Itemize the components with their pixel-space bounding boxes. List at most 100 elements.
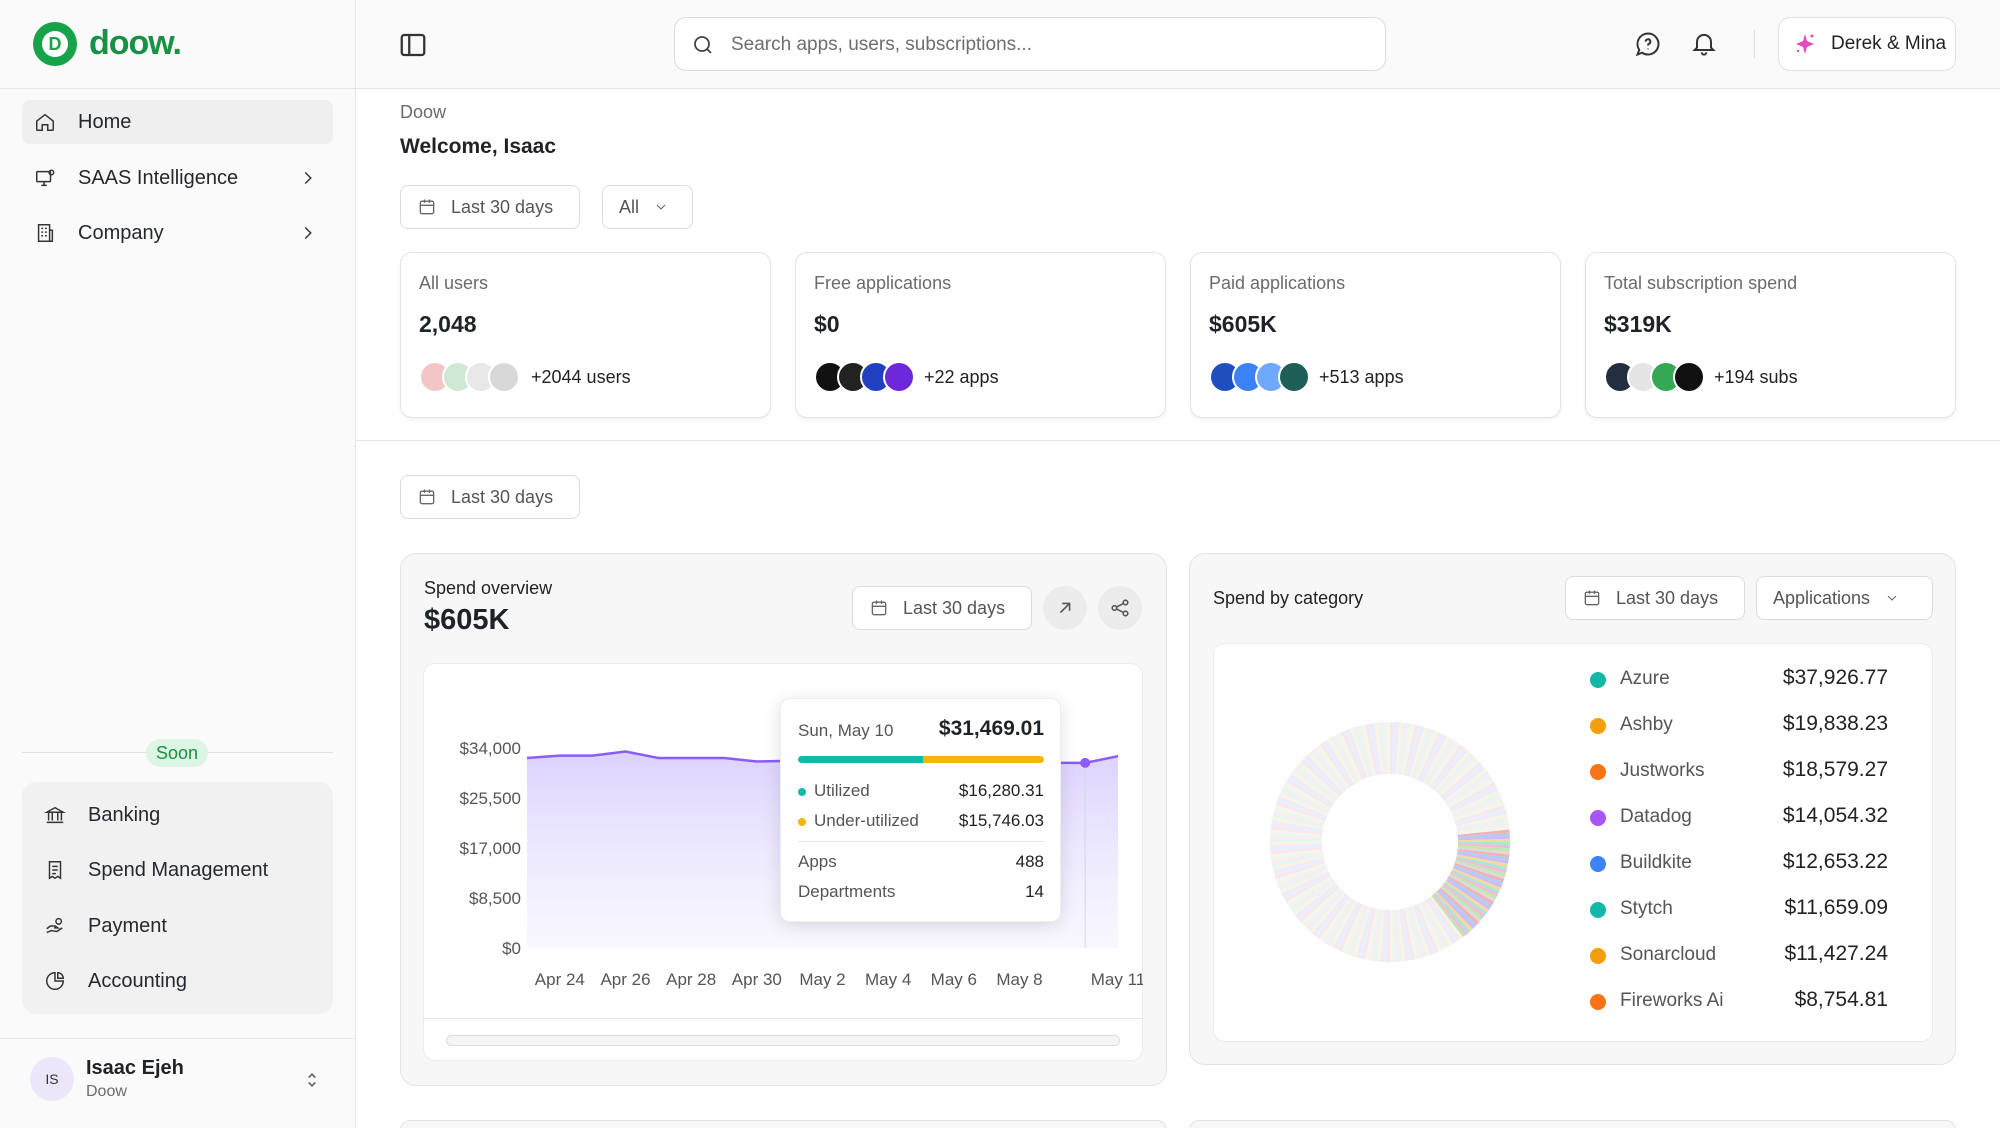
donut-slice[interactable] bbox=[1435, 752, 1473, 793]
user-menu[interactable]: IS Isaac Ejeh Doow bbox=[0, 1038, 356, 1128]
donut-slice[interactable] bbox=[1439, 759, 1480, 797]
legend-item[interactable]: Sonarcloud $11,427.24 bbox=[1590, 941, 1890, 971]
donut-slice[interactable] bbox=[1400, 723, 1412, 776]
donut-slice[interactable] bbox=[1398, 909, 1409, 961]
donut-slice[interactable] bbox=[1443, 768, 1488, 803]
donut-slice[interactable] bbox=[1432, 893, 1468, 936]
donut-slice[interactable] bbox=[1292, 768, 1337, 803]
donut-slice[interactable] bbox=[1457, 843, 1510, 849]
category-donut-chart[interactable] bbox=[1265, 717, 1515, 967]
donut-slice[interactable] bbox=[1428, 897, 1461, 941]
donut-slice[interactable] bbox=[1457, 850, 1509, 861]
donut-slice[interactable] bbox=[1429, 895, 1464, 940]
donut-slice[interactable] bbox=[1412, 905, 1434, 956]
donut-slice[interactable] bbox=[1279, 793, 1328, 816]
donut-slice[interactable] bbox=[1434, 750, 1471, 792]
donut-slice[interactable] bbox=[1344, 904, 1366, 955]
expand-button[interactable] bbox=[1043, 586, 1087, 630]
donut-slice[interactable] bbox=[1448, 782, 1496, 810]
donut-slice[interactable] bbox=[1281, 871, 1330, 897]
donut-slice[interactable] bbox=[1455, 807, 1506, 825]
donut-slice[interactable] bbox=[1417, 732, 1442, 781]
donut-slice[interactable] bbox=[1456, 820, 1509, 832]
sidebar-item-home[interactable]: Home bbox=[22, 100, 333, 144]
donut-slice[interactable] bbox=[1432, 748, 1468, 791]
donut-slice[interactable] bbox=[1438, 888, 1478, 927]
donut-slice[interactable] bbox=[1365, 724, 1378, 776]
donut-slice[interactable] bbox=[1312, 893, 1348, 936]
donut-slice[interactable] bbox=[1270, 842, 1323, 846]
donut-slice[interactable] bbox=[1324, 739, 1355, 785]
donut-slice[interactable] bbox=[1346, 905, 1368, 956]
donut-slice[interactable] bbox=[1442, 766, 1486, 801]
donut-slice[interactable] bbox=[1457, 849, 1510, 858]
donut-slice[interactable] bbox=[1425, 739, 1456, 785]
donut-slice[interactable] bbox=[1352, 726, 1371, 778]
donut-slice[interactable] bbox=[1457, 835, 1510, 841]
donut-slice[interactable] bbox=[1305, 754, 1344, 794]
donut-slice[interactable] bbox=[1445, 880, 1489, 913]
donut-slice[interactable] bbox=[1352, 906, 1371, 958]
donut-slice[interactable] bbox=[1276, 864, 1327, 886]
donut-slice[interactable] bbox=[1454, 801, 1505, 821]
donut-slice[interactable] bbox=[1427, 741, 1458, 786]
donut-slice[interactable] bbox=[1440, 761, 1482, 798]
donut-slice[interactable] bbox=[1446, 879, 1491, 910]
stat-card-paid-applications[interactable]: Paid applications $605K +513 apps bbox=[1190, 252, 1561, 418]
donut-slice[interactable] bbox=[1395, 909, 1403, 962]
donut-slice[interactable] bbox=[1454, 863, 1505, 883]
search-bar[interactable] bbox=[674, 17, 1386, 71]
donut-slice[interactable] bbox=[1450, 871, 1499, 897]
legend-item[interactable]: Fireworks Ai $8,754.81 bbox=[1590, 987, 1890, 1017]
donut-slice[interactable] bbox=[1349, 906, 1369, 957]
donut-slice[interactable] bbox=[1332, 901, 1360, 949]
donut-slice[interactable] bbox=[1393, 722, 1400, 775]
legend-item[interactable]: Stytch $11,659.09 bbox=[1590, 895, 1890, 925]
donut-slice[interactable] bbox=[1420, 735, 1448, 783]
donut-slice[interactable] bbox=[1327, 899, 1356, 946]
category-dimension-select[interactable]: Applications bbox=[1756, 576, 1933, 620]
donut-slice[interactable] bbox=[1395, 722, 1403, 775]
donut-slice[interactable] bbox=[1422, 900, 1450, 948]
donut-slice[interactable] bbox=[1402, 908, 1415, 960]
donut-slice[interactable] bbox=[1358, 907, 1375, 959]
donut-slice[interactable] bbox=[1338, 732, 1363, 781]
donut-slice[interactable] bbox=[1443, 881, 1488, 916]
donut-slice[interactable] bbox=[1455, 857, 1507, 874]
donut-slice[interactable] bbox=[1374, 909, 1383, 962]
donut-slice[interactable] bbox=[1271, 852, 1324, 864]
donut-slice[interactable] bbox=[1454, 804, 1506, 823]
donut-slice[interactable] bbox=[1405, 725, 1422, 777]
sidebar-item-accounting[interactable]: Accounting bbox=[22, 959, 333, 1003]
donut-slice[interactable] bbox=[1273, 810, 1325, 827]
donut-slice[interactable] bbox=[1283, 784, 1331, 812]
donut-slice[interactable] bbox=[1294, 766, 1338, 801]
donut-slice[interactable] bbox=[1447, 877, 1493, 908]
donut-slice[interactable] bbox=[1316, 895, 1351, 940]
donut-slice[interactable] bbox=[1358, 725, 1375, 777]
donut-slice[interactable] bbox=[1456, 854, 1508, 867]
donut-slice[interactable] bbox=[1291, 771, 1335, 804]
donut-slice[interactable] bbox=[1284, 782, 1332, 810]
donut-slice[interactable] bbox=[1429, 744, 1464, 789]
donut-slice[interactable] bbox=[1405, 907, 1422, 959]
donut-slice[interactable] bbox=[1446, 774, 1491, 805]
donut-slice[interactable] bbox=[1441, 764, 1484, 800]
donut-slice[interactable] bbox=[1457, 847, 1510, 855]
donut-slice[interactable] bbox=[1452, 868, 1501, 891]
donut-slice[interactable] bbox=[1327, 738, 1356, 785]
donut-slice[interactable] bbox=[1409, 726, 1428, 778]
donut-slice[interactable] bbox=[1428, 743, 1461, 787]
donut-slice[interactable] bbox=[1275, 801, 1326, 821]
donut-slice[interactable] bbox=[1274, 804, 1326, 823]
donut-slice[interactable] bbox=[1344, 729, 1366, 780]
donut-slice[interactable] bbox=[1374, 722, 1383, 775]
stat-card-all-users[interactable]: All users 2,048 +2044 users bbox=[400, 252, 771, 418]
sidebar-item-banking[interactable]: Banking bbox=[22, 793, 333, 837]
donut-slice[interactable] bbox=[1272, 813, 1324, 828]
donut-slice[interactable] bbox=[1425, 899, 1456, 945]
donut-slice[interactable] bbox=[1307, 752, 1345, 793]
breadcrumb[interactable]: Doow bbox=[400, 102, 447, 122]
sidebar-item-spend-management[interactable]: Spend Management bbox=[22, 848, 333, 892]
donut-slice[interactable] bbox=[1292, 881, 1337, 916]
